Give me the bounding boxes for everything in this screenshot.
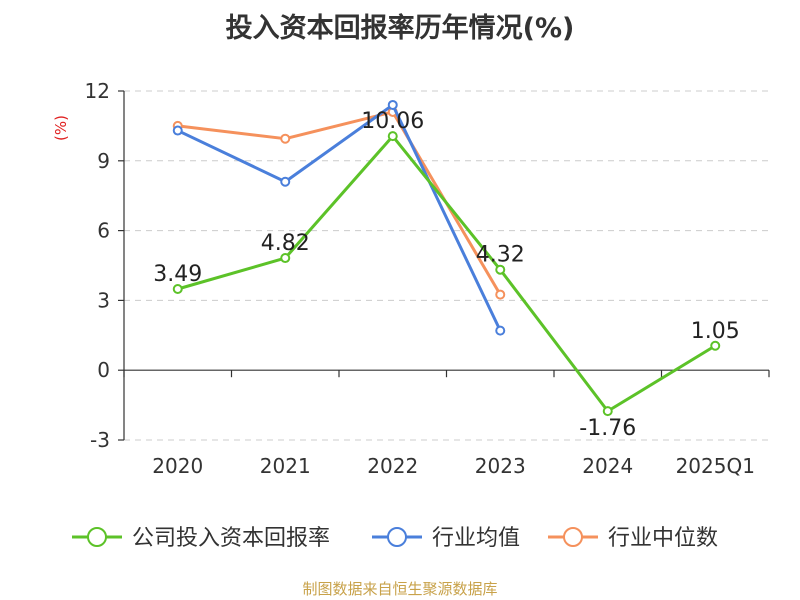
data-label: 3.49 [153, 262, 202, 287]
data-point [280, 253, 291, 264]
x-tick-label: 2022 [367, 454, 418, 478]
legend-swatch-marker [387, 527, 407, 547]
series-line [177, 134, 717, 413]
data-point [710, 340, 721, 351]
axes: -3 0 3 6 9 12 2020 2021 2022 2023 2024 2025Q1 (%) [52, 79, 770, 478]
y-tick-label: 6 [97, 219, 110, 243]
x-tick-label: 2024 [582, 454, 633, 478]
data-point [387, 131, 398, 142]
chart-title: 投入资本回报率历年情况(%) [225, 13, 575, 44]
legend-swatch-marker [87, 527, 107, 547]
x-tick-label: 2025Q1 [676, 454, 755, 478]
x-tick-label: 2020 [152, 454, 203, 478]
y-tick-label: 0 [97, 358, 110, 382]
series-group [172, 99, 721, 417]
data-point [387, 99, 398, 110]
legend-label: 公司投入资本回报率 [132, 526, 330, 551]
data-point [495, 264, 506, 275]
data-label: 4.82 [261, 231, 310, 256]
data-point [602, 406, 613, 417]
y-axis-label: (%) [52, 115, 70, 141]
data-label: 1.05 [691, 319, 740, 344]
data-point [172, 283, 183, 294]
y-tick-label: 9 [97, 149, 110, 173]
legend-label: 行业均值 [432, 526, 520, 551]
data-point [495, 325, 506, 336]
y-tick-label: -3 [90, 428, 110, 452]
source-footer: 制图数据来自恒生聚源数据库 [302, 580, 498, 598]
legend-swatch-marker [563, 527, 583, 547]
legend-label: 行业中位数 [608, 526, 718, 551]
x-tick-label: 2021 [260, 454, 311, 478]
data-point [172, 125, 183, 136]
data-point [280, 176, 291, 187]
legend: 公司投入资本回报率 行业均值 行业中位数 [72, 526, 718, 551]
data-point [280, 133, 291, 144]
data-label: 10.06 [361, 109, 424, 134]
data-label: 4.32 [476, 243, 525, 268]
data-point [495, 289, 506, 300]
data-labels: 3.49 4.82 10.06 4.32 -1.76 1.05 [153, 109, 739, 441]
data-label: -1.76 [579, 416, 636, 441]
y-tick-label: 12 [85, 79, 110, 103]
x-tick-label: 2023 [475, 454, 526, 478]
y-tick-label: 3 [97, 288, 110, 312]
series-line [177, 110, 502, 296]
grid-lines [124, 90, 769, 441]
series-line [177, 103, 502, 332]
